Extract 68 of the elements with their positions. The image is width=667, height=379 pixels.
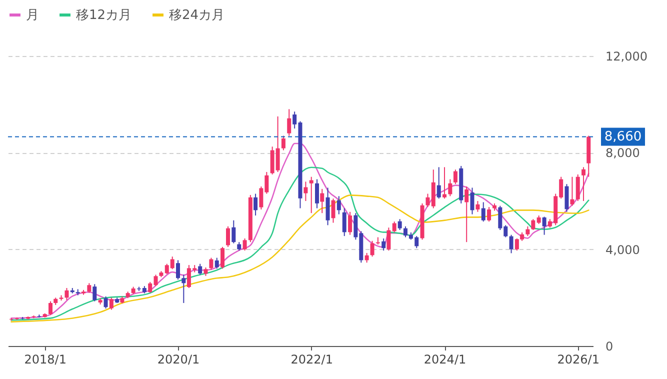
candlestick [304, 181, 308, 202]
candlestick [348, 211, 352, 236]
candlestick [531, 218, 536, 230]
candlestick [487, 206, 492, 222]
candlestick [64, 288, 69, 301]
legend-label: 月 [26, 8, 39, 23]
candlestick [104, 296, 108, 310]
candlestick [336, 196, 341, 215]
candlestick [564, 184, 569, 212]
candlestick [481, 202, 486, 222]
candlestick [315, 178, 320, 209]
candlestick [232, 220, 236, 244]
candlestick [526, 226, 530, 237]
candlestick [226, 226, 230, 248]
x-tick-label: 2020/1 [157, 352, 200, 366]
candlestick [209, 257, 214, 270]
candlestick [392, 221, 396, 233]
x-tick-label: 2018/1 [24, 352, 66, 366]
candlestick [448, 178, 452, 197]
y-tick-label: 12,000 [606, 50, 648, 64]
candlestick [109, 297, 114, 310]
candlestick [287, 108, 292, 136]
candlestick [254, 193, 258, 216]
x-tick-label: 2022/1 [290, 352, 333, 366]
legend-label: 移24カ月 [169, 8, 225, 23]
candlestick [509, 234, 514, 254]
candlestick [242, 238, 247, 252]
y-tick-label: 0 [606, 340, 614, 354]
candlestick [570, 176, 574, 206]
candlestick [87, 282, 92, 294]
candlestick [154, 274, 158, 287]
candlestick [214, 257, 219, 270]
candlestick [364, 252, 369, 264]
candlestick [436, 166, 441, 200]
candlestick [382, 238, 386, 252]
candlestick [148, 281, 152, 294]
candlestick [398, 218, 402, 230]
candlestick [281, 135, 286, 151]
candlestick [342, 208, 346, 237]
candlestick [220, 246, 225, 270]
candlestick [309, 176, 314, 214]
candlestick [431, 169, 436, 209]
candlestick [92, 284, 97, 302]
candlestick [476, 200, 480, 212]
candlestick [542, 216, 546, 236]
candlestick [331, 198, 336, 224]
legend-label: 移12カ月 [76, 8, 132, 23]
x-tick-label: 2026/1 [557, 352, 600, 366]
candlestick [426, 193, 430, 208]
candlestick [576, 174, 580, 202]
candlestick [320, 188, 324, 214]
candlestick [176, 260, 180, 280]
y-tick-label: 4,000 [606, 242, 640, 257]
candlestick [370, 240, 374, 258]
candlestick [470, 187, 474, 215]
x-tick-label: 2024/1 [424, 352, 466, 366]
candlestick [442, 166, 447, 200]
candlestick [48, 300, 52, 316]
y-tick-label: 8,000 [606, 146, 640, 160]
candlestick [453, 169, 458, 185]
candlestick [198, 263, 202, 276]
candlestick [326, 187, 330, 226]
candlestick [386, 227, 391, 252]
candlestick [464, 186, 469, 243]
candlestick [182, 274, 186, 304]
ref-line-label: 8,660 [604, 130, 642, 145]
candlestick [582, 166, 586, 202]
line-series [10, 194, 590, 322]
